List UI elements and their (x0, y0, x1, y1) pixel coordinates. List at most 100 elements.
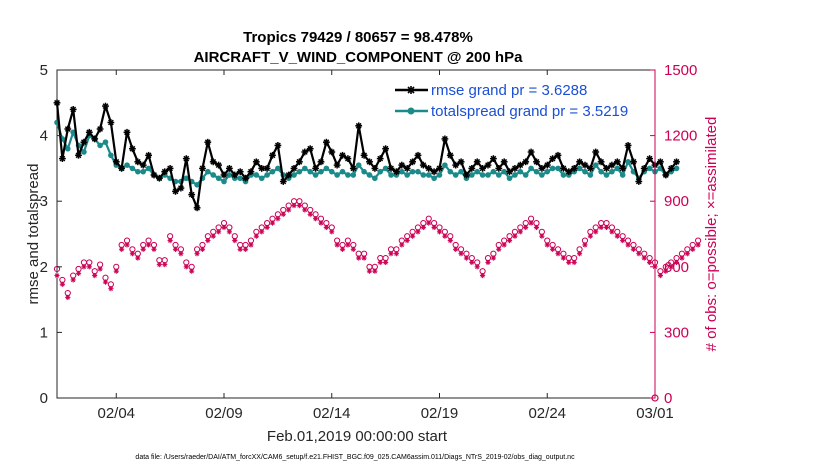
obs-assimilated-point (216, 229, 222, 235)
obs-assimilated-point (657, 272, 663, 279)
obs-assimilated-point (630, 246, 637, 252)
obs-assimilated-point (232, 237, 238, 244)
legend-spread-label: totalspread grand pr = 3.5219 (431, 103, 628, 120)
totalspread-point (452, 172, 459, 178)
totalspread-point (205, 168, 211, 175)
rmse-point (624, 141, 632, 149)
rmse-point (134, 158, 142, 166)
obs-assimilated-point (291, 202, 297, 209)
obs-assimilated-point (426, 220, 432, 226)
rmse-point (468, 164, 476, 172)
rmse-point (398, 161, 406, 169)
y-left-tick-label: 0 (40, 390, 48, 407)
obs-assimilated-point (496, 246, 502, 252)
rmse-point (646, 155, 653, 163)
rmse-point (193, 204, 201, 212)
rmse-point (371, 164, 379, 172)
totalspread-point (388, 172, 394, 178)
obs-assimilated-point (86, 264, 92, 270)
rmse-point (204, 138, 212, 146)
rmse-point (403, 164, 411, 172)
obs-assimilated-point (469, 259, 475, 266)
y-right-tick-label: 0 (664, 390, 672, 407)
obs-assimilated-point (119, 246, 125, 252)
obs-assimilated-point (480, 272, 486, 279)
obs-assimilated-point (690, 246, 696, 252)
rmse-point (123, 128, 131, 136)
rmse-point (619, 164, 627, 172)
rmse-point (613, 158, 621, 166)
obs-assimilated-point (598, 224, 604, 231)
obs-assimilated-point (189, 268, 195, 274)
rmse-point (592, 148, 600, 156)
rmse-point (263, 164, 271, 172)
obs-assimilated-point (226, 229, 232, 235)
totalspread-point (560, 172, 567, 178)
rmse-point (667, 164, 675, 172)
chart-subtitle: AIRCRAFT_V_WIND_COMPONENT @ 200 hPa (194, 49, 524, 66)
rmse-point (69, 106, 77, 113)
totalspread-point (312, 172, 319, 178)
totalspread-point (275, 165, 281, 172)
rmse-point (279, 178, 287, 185)
totalspread-point (431, 175, 437, 182)
totalspread-point (108, 152, 114, 159)
obs-assimilated-point (242, 246, 249, 252)
totalspread-point (625, 159, 631, 165)
obs-assimilated-point (695, 242, 701, 248)
totalspread-point (226, 172, 233, 178)
totalspread-point (355, 162, 362, 168)
obs-assimilated-point (576, 251, 583, 257)
totalspread-point (307, 168, 314, 175)
rmse-point (242, 174, 250, 182)
totalspread-point (291, 172, 297, 178)
legend: rmse grand pr = 3.6288 totalspread grand… (395, 82, 628, 120)
rmse-point (587, 164, 594, 172)
rmse-point (96, 125, 104, 133)
legend-rmse-label: rmse grand pr = 3.6288 (431, 82, 587, 99)
y-left-axis-label: rmse and totalspread (25, 164, 42, 305)
obs-assimilated-point (264, 224, 270, 231)
y-right-tick-label: 1500 (664, 62, 697, 79)
y-left-tick-label: 1 (40, 324, 48, 341)
totalspread-point (318, 168, 324, 175)
rmse-point (150, 171, 158, 179)
rmse-point (543, 161, 551, 169)
rmse-point (225, 164, 233, 172)
rmse-point (295, 158, 303, 166)
rmse-point (301, 148, 309, 156)
obs-assimilated-point (668, 264, 674, 270)
obs-assimilated-point (404, 237, 410, 244)
obs-assimilated-point (210, 233, 216, 239)
obs-assimilated-point (641, 255, 647, 261)
obs-assimilated-point (663, 268, 669, 274)
obs-assimilated-point (183, 264, 189, 270)
plot-area (56, 69, 656, 399)
totalspread-point (210, 172, 217, 178)
rmse-point (188, 191, 196, 199)
totalspread-point (420, 172, 427, 178)
rmse-point (662, 171, 670, 179)
totalspread-point (323, 165, 330, 172)
obs-assimilated-point (679, 255, 685, 261)
obs-assimilated-point (636, 251, 642, 257)
totalspread-point (183, 175, 190, 182)
totalspread-point (646, 165, 653, 172)
obs-assimilated-point (544, 242, 550, 248)
obs-assimilated-point (65, 294, 71, 301)
obs-assimilated-point (75, 270, 82, 276)
x-axis-label: Feb.01,2019 00:00:00 start (267, 428, 448, 445)
totalspread-point (194, 182, 200, 188)
obs-assimilated-point (339, 246, 346, 252)
obs-assimilated-point (97, 266, 103, 272)
obs-assimilated-point (533, 224, 540, 231)
obs-assimilated-point (620, 237, 626, 244)
obs-assimilated-point (409, 233, 416, 239)
y-right-axis-ticks: 0 300 600 900 1200 1500 (650, 62, 697, 407)
totalspread-point (592, 162, 599, 168)
rmse-point (511, 164, 519, 172)
totalspread-point (339, 168, 346, 175)
obs-assimilated-point (312, 216, 319, 222)
obs-assimilated-point (501, 242, 507, 248)
